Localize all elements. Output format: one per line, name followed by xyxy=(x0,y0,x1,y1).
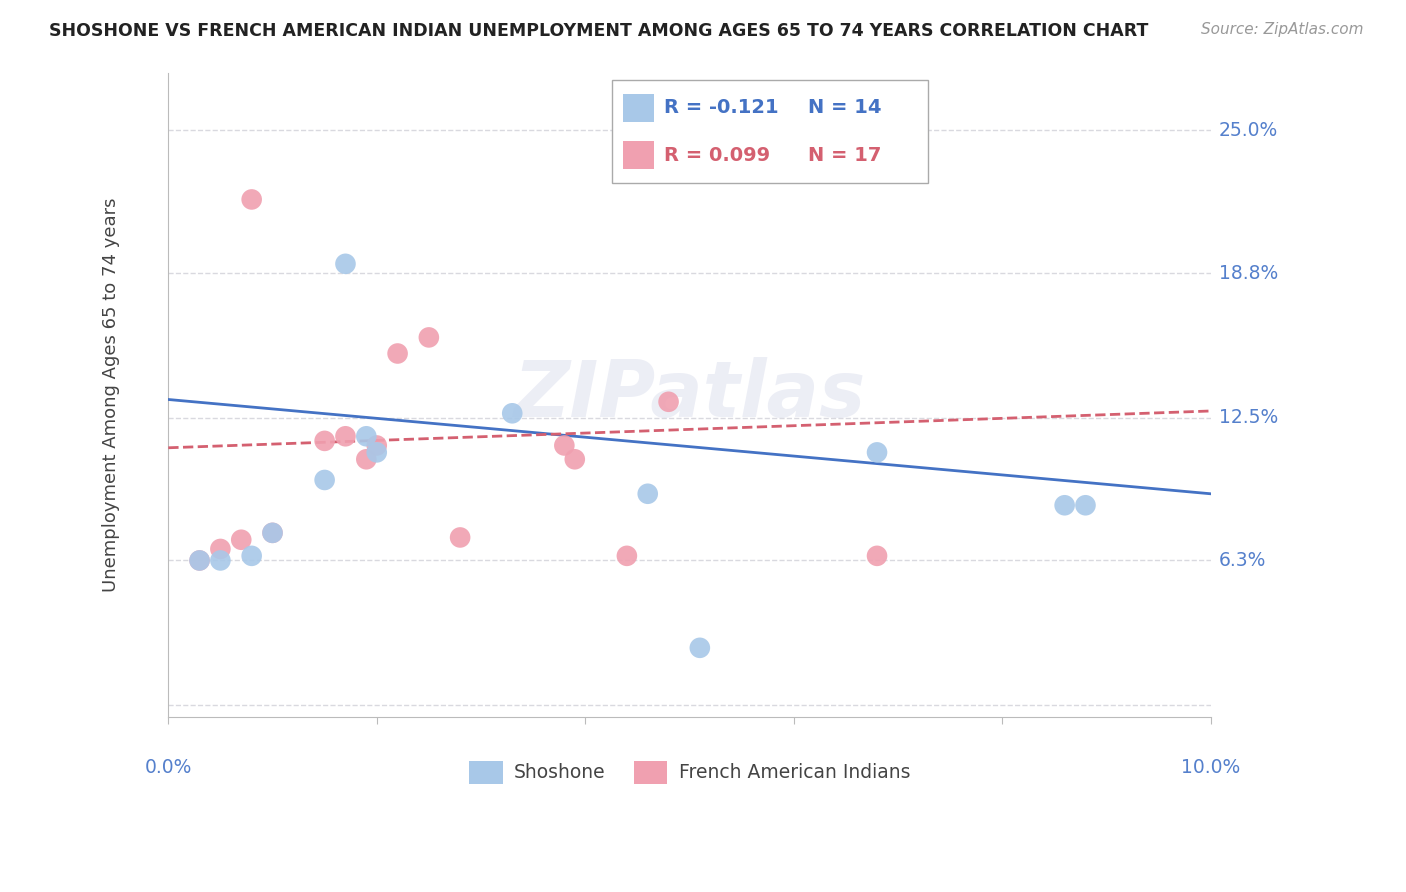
Point xyxy=(209,553,232,567)
Point xyxy=(418,330,440,344)
Text: ZIPatlas: ZIPatlas xyxy=(513,357,866,433)
Point xyxy=(240,193,263,207)
Point xyxy=(387,346,409,360)
Point xyxy=(188,553,211,567)
Text: R = -0.121: R = -0.121 xyxy=(664,98,779,118)
Text: 10.0%: 10.0% xyxy=(1181,758,1240,777)
Point xyxy=(314,473,336,487)
Point xyxy=(564,452,586,467)
Text: R = 0.099: R = 0.099 xyxy=(664,145,769,165)
Text: 6.3%: 6.3% xyxy=(1219,551,1267,570)
Point xyxy=(637,487,659,501)
Text: SHOSHONE VS FRENCH AMERICAN INDIAN UNEMPLOYMENT AMONG AGES 65 TO 74 YEARS CORREL: SHOSHONE VS FRENCH AMERICAN INDIAN UNEMP… xyxy=(49,22,1149,40)
Point xyxy=(335,429,357,443)
Point xyxy=(231,533,253,547)
Point xyxy=(356,452,378,467)
Point xyxy=(366,438,388,452)
Point xyxy=(866,549,889,563)
Text: N = 14: N = 14 xyxy=(808,98,882,118)
Point xyxy=(501,406,523,420)
Text: 0.0%: 0.0% xyxy=(145,758,193,777)
Point xyxy=(658,394,681,409)
Point xyxy=(866,445,889,459)
Text: 18.8%: 18.8% xyxy=(1219,263,1278,283)
Point xyxy=(335,257,357,271)
Point xyxy=(689,640,711,655)
Point xyxy=(616,549,638,563)
Point xyxy=(262,525,284,540)
Point xyxy=(356,429,378,443)
Text: 25.0%: 25.0% xyxy=(1219,121,1278,140)
Point xyxy=(314,434,336,448)
Point xyxy=(262,525,284,540)
Point xyxy=(209,541,232,556)
Point xyxy=(366,445,388,459)
Text: Source: ZipAtlas.com: Source: ZipAtlas.com xyxy=(1201,22,1364,37)
Text: 12.5%: 12.5% xyxy=(1219,409,1278,427)
Text: N = 17: N = 17 xyxy=(808,145,882,165)
Point xyxy=(1074,498,1097,512)
Text: Unemployment Among Ages 65 to 74 years: Unemployment Among Ages 65 to 74 years xyxy=(103,198,120,592)
Point xyxy=(449,531,471,545)
Point xyxy=(240,549,263,563)
Point xyxy=(1053,498,1076,512)
Point xyxy=(553,438,575,452)
Legend: Shoshone, French American Indians: Shoshone, French American Indians xyxy=(461,753,918,791)
Point xyxy=(188,553,211,567)
